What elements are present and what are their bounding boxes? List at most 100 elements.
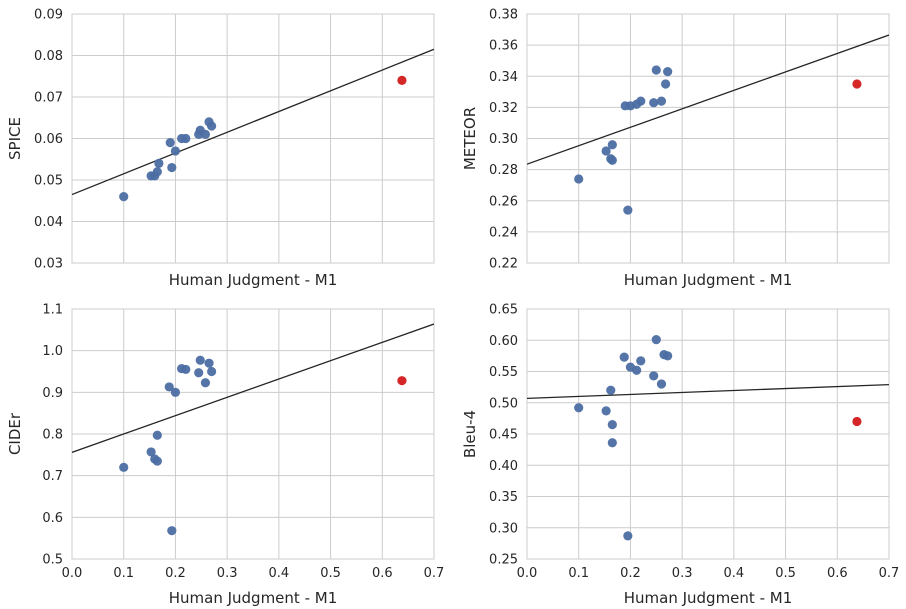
y-tick-label: 1.0 (42, 344, 63, 359)
data-point (167, 526, 177, 536)
y-axis-label: CIDEr (6, 412, 24, 455)
data-point (152, 167, 162, 177)
y-tick-label: 0.9 (42, 386, 63, 401)
y-tick-label: 0.5 (42, 553, 63, 568)
x-axis-label: Human Judgment - M1 (169, 589, 338, 607)
data-point (623, 205, 633, 215)
x-axis-label: Human Judgment - M1 (624, 589, 793, 607)
data-point (181, 133, 191, 144)
y-tick-label: 0.32 (489, 101, 518, 116)
data-point (663, 66, 673, 77)
outlier-point (852, 79, 862, 89)
data-point (170, 146, 181, 156)
data-point (195, 355, 205, 365)
data-point (119, 462, 129, 472)
y-tick-label: 0.8 (42, 428, 63, 443)
data-point (146, 447, 156, 457)
data-point (204, 358, 214, 368)
data-point (651, 65, 661, 75)
y-tick-label: 0.06 (34, 132, 63, 147)
x-tick-label: 0.7 (879, 566, 900, 581)
spice-panel: 0.03 0.04 0.05 0.06 0.07 0.08 0.09 Human Judgme… (6, 8, 435, 289)
y-tick-label: 0.04 (34, 215, 63, 230)
data-point (649, 98, 659, 108)
data-point (660, 79, 671, 89)
y-tick-label: 0.60 (489, 334, 518, 349)
data-point (656, 96, 667, 106)
data-point (606, 385, 616, 395)
y-tick-label: 0.24 (489, 225, 518, 240)
data-point (607, 420, 617, 430)
x-tick-label: 0.3 (217, 566, 238, 581)
y-tick-label: 0.36 (489, 39, 518, 54)
y-tick-label: 0.45 (489, 428, 518, 443)
x-tick-label: 0.0 (517, 566, 538, 581)
y-tick-label: 0.03 (34, 257, 63, 272)
data-point (154, 158, 164, 168)
data-point (119, 192, 129, 202)
cider-panel: 0.0 0.1 0.2 0.3 0.4 0.5 0.6 0.7 0.5 0.6 0.7 0.8 0.9 1… (6, 303, 444, 608)
x-tick-label: 0.7 (424, 566, 445, 581)
x-tick-label: 0.4 (724, 566, 745, 581)
data-point (164, 382, 174, 392)
data-point (165, 138, 175, 148)
y-axis-label: Bleu-4 (461, 410, 479, 458)
fit-line (72, 48, 434, 196)
data-point (152, 456, 162, 466)
data-point (607, 140, 617, 150)
y-tick-label: 0.26 (489, 194, 518, 209)
data-point (200, 129, 211, 139)
y-tick-label: 0.34 (489, 70, 518, 85)
data-point (623, 531, 633, 541)
x-tick-label: 0.5 (775, 566, 796, 581)
data-point (632, 365, 642, 375)
outlier-point (397, 376, 407, 386)
data-point (619, 352, 629, 362)
data-point (574, 403, 584, 413)
data-point (601, 406, 611, 416)
fit-line (72, 323, 434, 453)
data-point (207, 121, 217, 131)
x-tick-label: 0.2 (620, 566, 641, 581)
data-point (651, 335, 661, 345)
outlier-point (852, 416, 862, 427)
data-point (636, 96, 646, 106)
data-point (649, 371, 659, 381)
y-tick-label: 0.30 (489, 521, 518, 536)
y-tick-label: 0.35 (489, 490, 518, 505)
y-tick-label: 0.50 (489, 396, 518, 411)
fit-line (527, 383, 889, 400)
y-tick-label: 0.65 (489, 303, 518, 318)
x-tick-label: 0.4 (269, 566, 290, 581)
y-axis-label: METEOR (461, 107, 479, 170)
y-tick-label: 0.09 (34, 8, 63, 23)
y-tick-label: 1.1 (42, 303, 63, 318)
y-tick-label: 0.28 (489, 163, 518, 178)
x-tick-label: 0.2 (165, 566, 186, 581)
bleu4-panel: 0.0 0.1 0.2 0.3 0.4 0.5 0.6 0.7 0.25 0.30 0.35 0.40… (461, 303, 899, 608)
y-tick-label: 0.40 (489, 459, 518, 474)
y-tick-label: 0.07 (34, 91, 63, 106)
y-tick-label: 0.22 (489, 257, 518, 272)
data-point (207, 366, 217, 377)
y-tick-label: 0.05 (34, 174, 63, 189)
data-point (200, 378, 211, 388)
data-point (194, 368, 204, 378)
x-axis-label: Human Judgment - M1 (169, 271, 338, 289)
x-tick-label: 0.1 (568, 566, 589, 581)
data-point (607, 155, 617, 165)
x-tick-label: 0.0 (62, 566, 83, 581)
y-tick-label: 0.08 (34, 49, 63, 64)
x-tick-label: 0.5 (320, 566, 341, 581)
x-tick-label: 0.1 (113, 566, 134, 581)
fit-line (527, 34, 889, 165)
y-tick-label: 0.7 (42, 469, 63, 484)
data-point (170, 387, 181, 397)
data-point (167, 162, 177, 173)
data-point (663, 351, 673, 361)
data-point (574, 174, 584, 184)
y-tick-label: 0.30 (489, 132, 518, 147)
data-point (656, 379, 667, 389)
meteor-panel: 0.22 0.24 0.26 0.28 0.30 0.32 0.34 0.36 0.38 Huma… (461, 8, 890, 289)
y-tick-label: 0.6 (42, 511, 63, 526)
